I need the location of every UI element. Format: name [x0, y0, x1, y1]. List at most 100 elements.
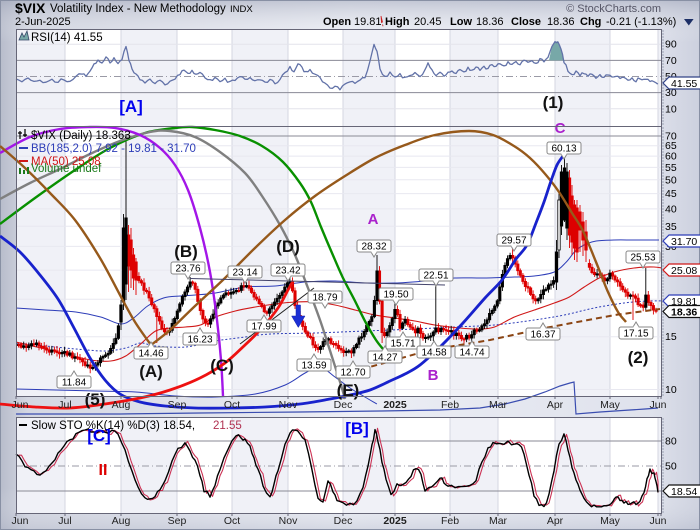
- svg-text:A: A: [368, 211, 379, 228]
- svg-text:10: 10: [665, 103, 677, 115]
- svg-text:12.70: 12.70: [340, 368, 365, 379]
- svg-text:Dec: Dec: [334, 515, 353, 527]
- svg-text:45: 45: [665, 188, 677, 200]
- svg-text:Aug: Aug: [112, 515, 131, 527]
- svg-text:Jun: Jun: [650, 399, 667, 411]
- svg-text:70: 70: [665, 131, 677, 143]
- svg-text:65: 65: [665, 140, 677, 152]
- svg-text:[A]: [A]: [119, 97, 143, 116]
- svg-text:21.55: 21.55: [213, 420, 242, 432]
- svg-text:19.81: 19.81: [354, 16, 382, 28]
- svg-text:Jul: Jul: [58, 399, 71, 411]
- svg-text:(C): (C): [210, 356, 234, 375]
- svg-text:2-Jun-2025: 2-Jun-2025: [15, 16, 71, 28]
- svg-text:Feb: Feb: [441, 515, 459, 527]
- svg-text:50: 50: [665, 174, 677, 186]
- svg-text:70: 70: [665, 55, 677, 67]
- svg-text:$VIX: $VIX: [15, 0, 46, 16]
- svg-text:50: 50: [665, 461, 677, 473]
- svg-text:-0.21 (-1.13%): -0.21 (-1.13%): [606, 16, 676, 28]
- svg-text:Jun: Jun: [12, 515, 29, 527]
- svg-text:40: 40: [665, 203, 677, 215]
- svg-text:Oct: Oct: [224, 399, 240, 411]
- svg-text:INDX: INDX: [230, 4, 253, 15]
- svg-text:C: C: [555, 120, 566, 137]
- svg-text:11.84: 11.84: [62, 378, 87, 389]
- svg-text:35: 35: [665, 221, 677, 233]
- svg-text:23.14: 23.14: [232, 268, 257, 279]
- svg-text:(A): (A): [139, 362, 163, 381]
- svg-text:20.45: 20.45: [414, 16, 442, 28]
- svg-text:16.37: 16.37: [530, 330, 555, 341]
- svg-text:Chg: Chg: [580, 16, 601, 28]
- svg-text:Jun: Jun: [650, 515, 667, 527]
- svg-text:[C]: [C]: [87, 426, 111, 445]
- svg-text:14.74: 14.74: [459, 348, 484, 359]
- svg-text:17.15: 17.15: [623, 329, 648, 340]
- svg-text:May: May: [600, 515, 621, 527]
- svg-text:14.46: 14.46: [138, 349, 163, 360]
- svg-text:Jul: Jul: [58, 515, 71, 527]
- svg-text:19.50: 19.50: [383, 290, 408, 301]
- svg-text:41.55: 41.55: [671, 78, 697, 90]
- svg-text:Oct: Oct: [224, 515, 240, 527]
- svg-text:$VIX (Daily) 18.363: $VIX (Daily) 18.363: [31, 130, 131, 142]
- svg-text:May: May: [600, 399, 621, 411]
- svg-text:30: 30: [665, 87, 677, 99]
- svg-text:(1): (1): [543, 93, 564, 112]
- svg-text:RSI(14) 41.55: RSI(14) 41.55: [31, 32, 103, 44]
- svg-text:16.23: 16.23: [187, 335, 212, 346]
- svg-text:MA(50) 25.08: MA(50) 25.08: [31, 156, 101, 168]
- svg-text:14.27: 14.27: [372, 353, 397, 364]
- svg-text:Volume undef: Volume undef: [31, 163, 102, 175]
- svg-text:B: B: [428, 367, 439, 384]
- svg-text:© StockCharts.com: © StockCharts.com: [566, 3, 661, 15]
- svg-text:(5): (5): [85, 390, 106, 409]
- svg-text:Feb: Feb: [441, 399, 459, 411]
- svg-text:Open: Open: [323, 16, 351, 28]
- svg-text:18.79: 18.79: [312, 293, 337, 304]
- svg-text:23.42: 23.42: [275, 266, 300, 277]
- svg-text:(E): (E): [337, 381, 360, 400]
- svg-text:18.36: 18.36: [547, 16, 575, 28]
- svg-text:Low: Low: [450, 16, 472, 28]
- svg-text:90: 90: [665, 39, 677, 51]
- svg-text:Apr: Apr: [547, 399, 564, 411]
- svg-text:High: High: [385, 16, 410, 28]
- svg-text:80: 80: [665, 436, 677, 448]
- svg-text:(B): (B): [174, 242, 198, 261]
- svg-text:17.99: 17.99: [251, 322, 276, 333]
- svg-text:18.36: 18.36: [671, 306, 697, 318]
- svg-text:(D): (D): [276, 237, 300, 256]
- svg-text:13.59: 13.59: [301, 361, 326, 372]
- svg-text:(2): (2): [628, 348, 649, 367]
- svg-text:Jun: Jun: [12, 399, 29, 411]
- svg-text:29.57: 29.57: [501, 236, 526, 247]
- svg-text:Aug: Aug: [112, 399, 131, 411]
- svg-text:Volatility Index - New Methodo: Volatility Index - New Methodology: [50, 3, 226, 15]
- svg-text:31.70: 31.70: [671, 236, 697, 248]
- svg-text:18.54: 18.54: [671, 486, 697, 498]
- svg-text:15: 15: [665, 331, 677, 343]
- svg-text:Apr: Apr: [547, 515, 564, 527]
- svg-text:25.53: 25.53: [630, 253, 655, 264]
- svg-text:Nov: Nov: [279, 399, 298, 411]
- svg-text:15.71: 15.71: [390, 339, 415, 350]
- svg-text:Sep: Sep: [168, 515, 187, 527]
- svg-text:19.81: 19.81: [671, 296, 697, 308]
- svg-text:2025: 2025: [383, 399, 407, 411]
- svg-text:14.58: 14.58: [421, 348, 446, 359]
- svg-text:23.76: 23.76: [175, 264, 200, 275]
- svg-text:18.36: 18.36: [476, 16, 504, 28]
- svg-text:BB(185,2.0) 7.92 - 19.81 - 31.: BB(185,2.0) 7.92 - 19.81 - 31.70: [31, 143, 196, 155]
- svg-text:Slow STO %K(14) %D(3) 18.54,: Slow STO %K(14) %D(3) 18.54,: [31, 420, 195, 432]
- svg-text:2025: 2025: [383, 515, 407, 527]
- svg-text:28.32: 28.32: [361, 242, 386, 253]
- svg-text:22.51: 22.51: [423, 271, 448, 282]
- svg-text:Sep: Sep: [168, 399, 187, 411]
- svg-text:10: 10: [665, 384, 677, 396]
- svg-text:II: II: [99, 462, 108, 479]
- svg-text:25.08: 25.08: [671, 265, 697, 277]
- svg-text:Close: Close: [511, 16, 541, 28]
- svg-text:Mar: Mar: [489, 515, 508, 527]
